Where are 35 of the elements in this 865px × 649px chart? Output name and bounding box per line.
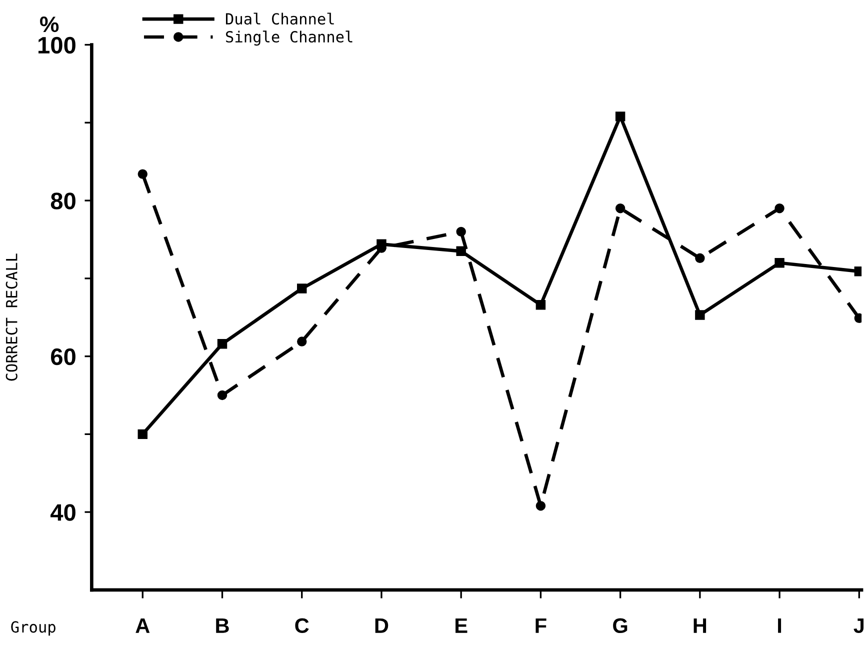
x-tick-label: H xyxy=(694,618,706,633)
point xyxy=(774,203,784,214)
point xyxy=(695,310,705,320)
x-tick-label: E xyxy=(456,618,468,633)
y-tick-label: 60 xyxy=(51,348,76,366)
legend-label: Dual Channel xyxy=(226,12,334,25)
point xyxy=(138,169,148,179)
text: % xyxy=(40,16,59,32)
point xyxy=(456,246,466,256)
y-tick-label: 80 xyxy=(50,192,76,210)
point xyxy=(695,253,705,264)
x-tick-label: B xyxy=(216,618,229,633)
point xyxy=(297,336,307,346)
y-tick-label: 40 xyxy=(50,504,76,521)
point xyxy=(456,226,466,237)
x-tick-label: F xyxy=(536,618,546,633)
x-tick-label: I xyxy=(778,618,782,633)
x-tick-label: C xyxy=(295,618,309,634)
point xyxy=(138,429,148,440)
point xyxy=(536,300,546,310)
point xyxy=(536,500,546,511)
y-tick-label: 100 xyxy=(38,36,76,54)
point xyxy=(217,390,228,400)
point xyxy=(774,258,784,268)
x-axis-title: Group xyxy=(11,621,56,636)
point xyxy=(615,203,626,214)
point xyxy=(615,112,626,122)
x-tick-label: A xyxy=(136,618,150,633)
point xyxy=(217,338,228,349)
x-tick-label: J xyxy=(854,618,864,634)
point xyxy=(297,284,307,294)
y-axis-title: CORRECT RECALL xyxy=(6,254,18,381)
legend-label: Single Channel xyxy=(226,30,352,46)
x-tick-label: D xyxy=(375,618,388,633)
x-tick-label: G xyxy=(613,618,628,634)
